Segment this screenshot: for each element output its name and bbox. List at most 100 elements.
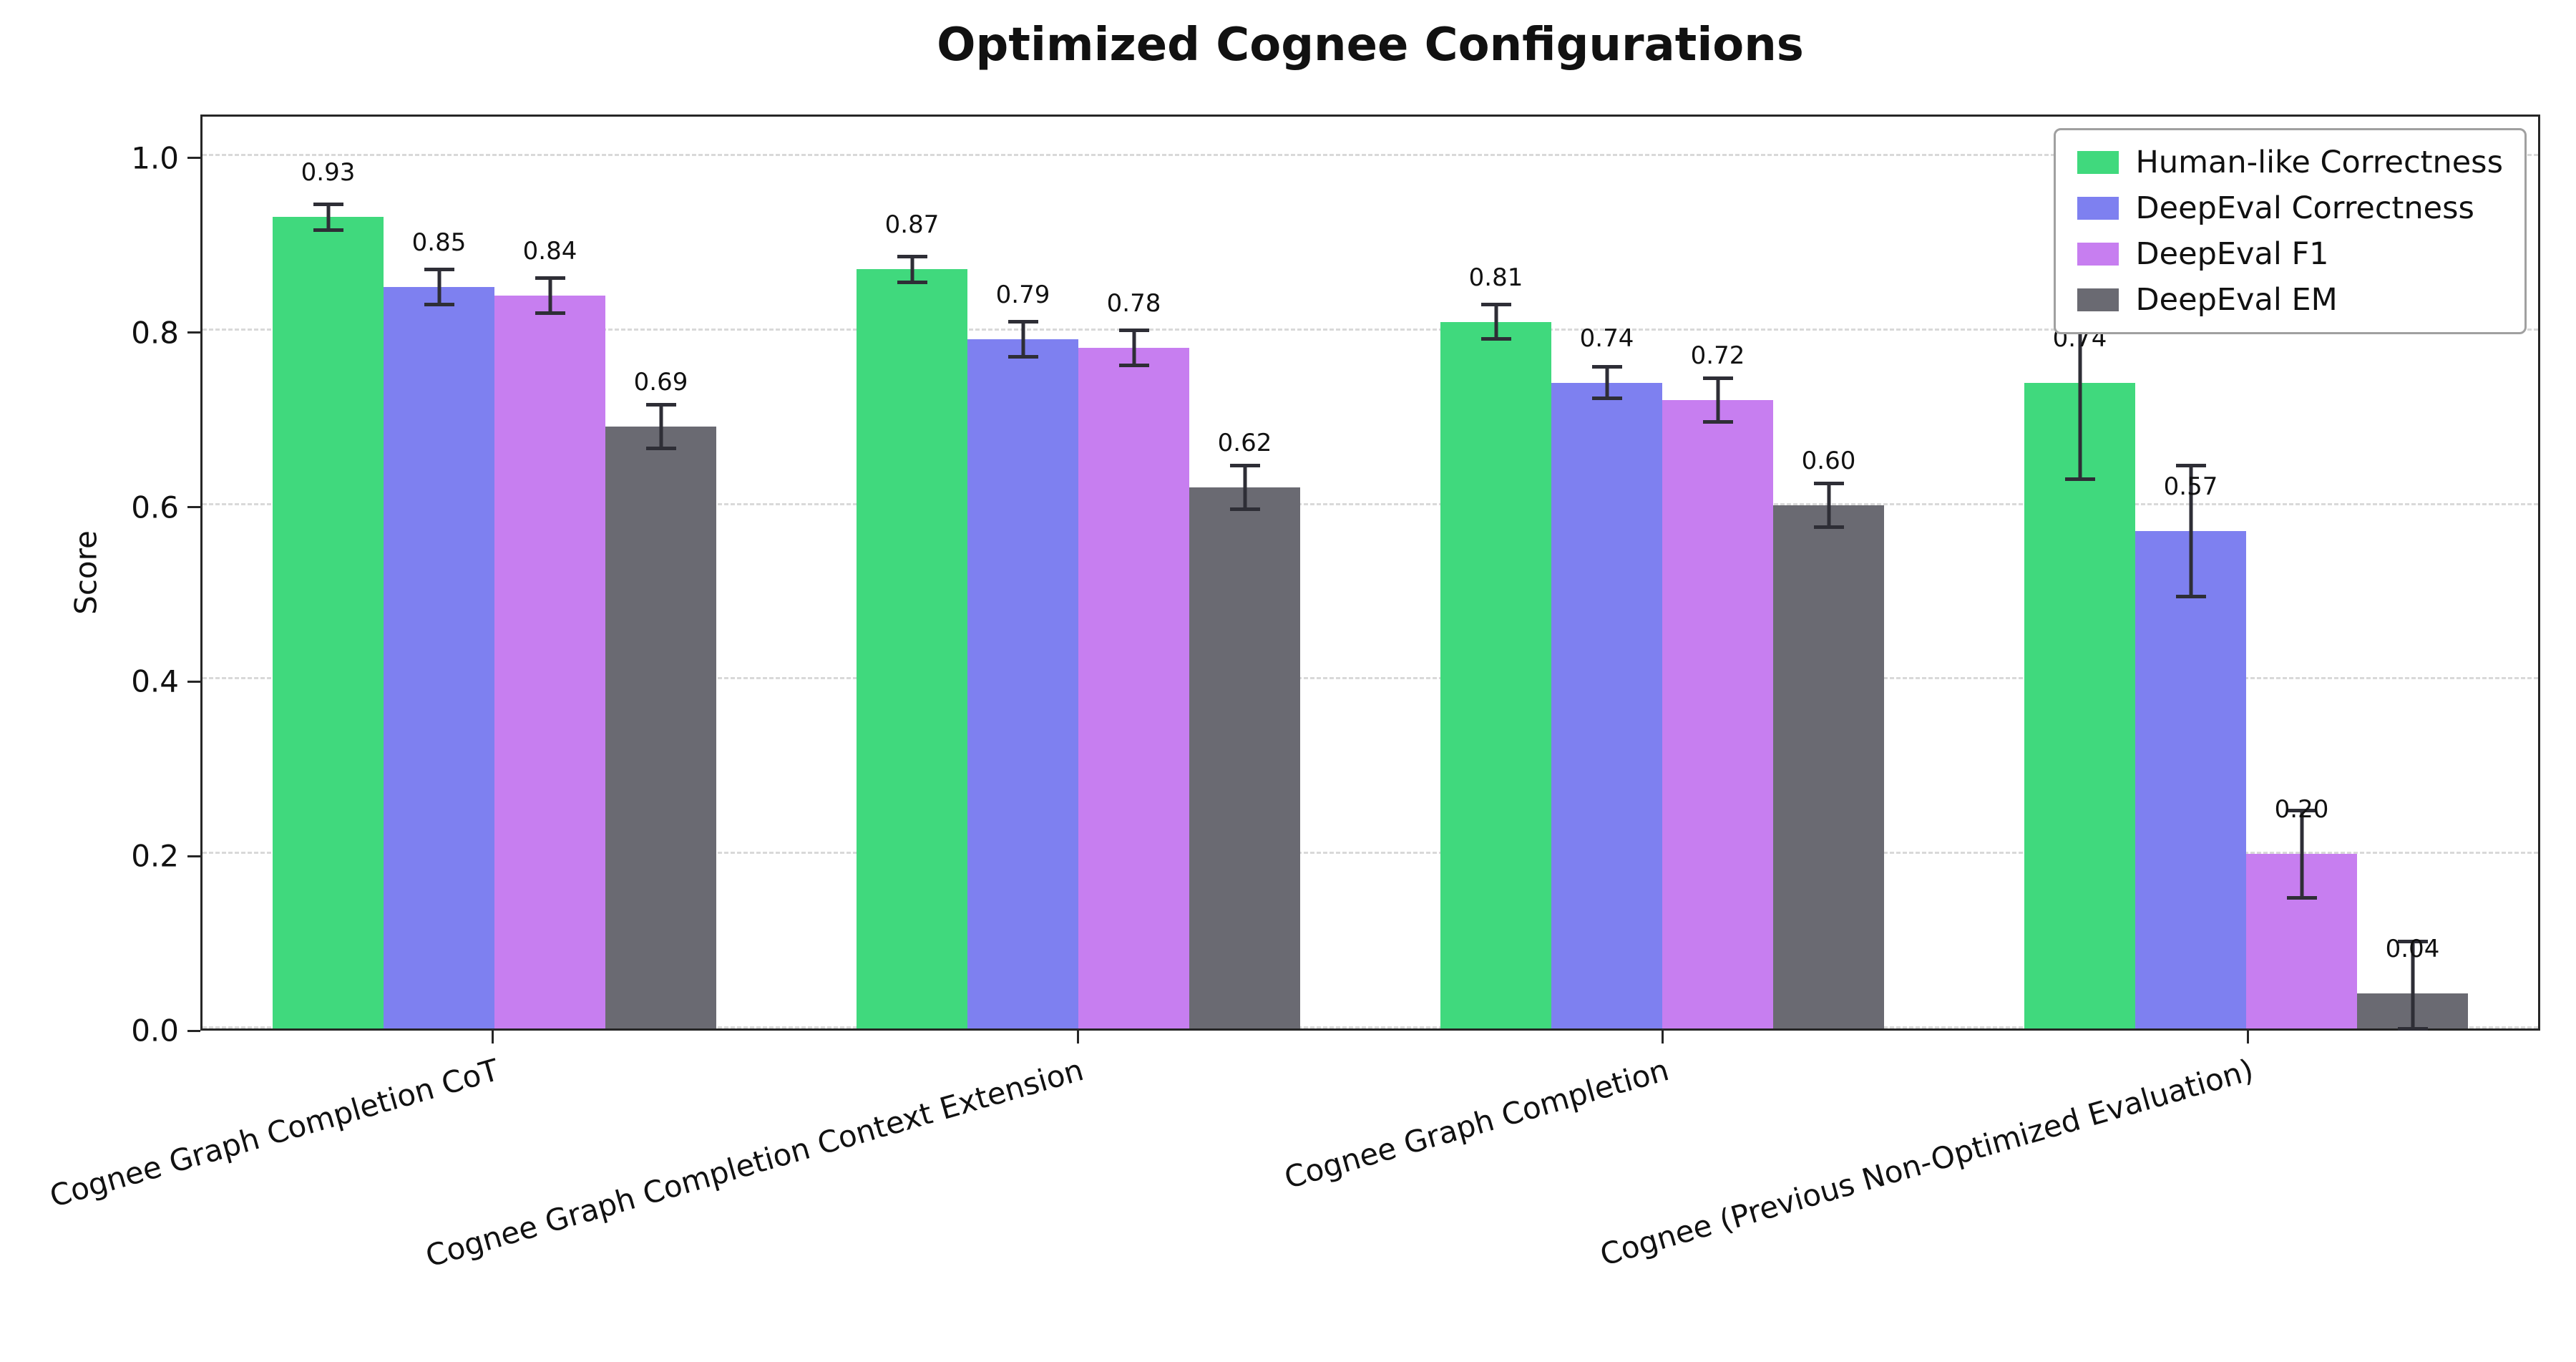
error-bar-cap-top (645, 402, 676, 407)
error-bar-cap-bottom (2064, 477, 2095, 481)
error-bar-cap-top (1813, 481, 1844, 485)
bar-value-label: 0.79 (995, 280, 1050, 309)
gridline (203, 502, 2538, 505)
x-tick-label: Cognee (Previous Non-Optimized Evaluatio… (1596, 1052, 2258, 1273)
error-bar (659, 404, 663, 449)
bar-value-label: 0.20 (2274, 795, 2329, 825)
error-bar-cap-bottom (1118, 364, 1149, 368)
y-tick-mark (187, 1029, 200, 1032)
error-bar (1494, 304, 1498, 339)
gridline (203, 1026, 2538, 1028)
error-bar-cap-bottom (1813, 525, 1844, 529)
error-bar-cap-bottom (313, 228, 343, 233)
x-tick-label: Cognee Graph Completion Context Extensio… (421, 1052, 1088, 1274)
bar: 0.85 (384, 228, 494, 1028)
y-tick-mark (187, 680, 200, 683)
y-tick-mark (187, 157, 200, 160)
error-bar (1716, 378, 1719, 422)
error-bar-cap-bottom (424, 302, 454, 306)
legend-label: Human-like Correctness (2135, 145, 2503, 180)
error-bar (2300, 810, 2303, 898)
error-bar-cap-top (2286, 808, 2317, 812)
bar: 0.79 (967, 281, 1078, 1028)
legend-label: DeepEval Correctness (2135, 190, 2474, 226)
y-tick-label: 0.2 (131, 838, 179, 874)
y-tick-label: 1.0 (131, 140, 179, 176)
bar-value-label: 0.84 (522, 237, 577, 266)
bar-value-label: 0.72 (1690, 341, 1745, 371)
legend-item: Human-like Correctness (2077, 145, 2503, 180)
bar-value-label: 0.74 (1579, 324, 1634, 353)
gridline (203, 852, 2538, 855)
error-bar-cap-bottom (2175, 595, 2206, 599)
error-bar-cap-bottom (1008, 354, 1038, 359)
legend-item: DeepEval F1 (2077, 236, 2503, 272)
y-tick-label: 0.6 (131, 490, 179, 525)
error-bar-cap-top (2175, 464, 2206, 468)
gridline (203, 328, 2538, 331)
bar: 0.69 (605, 368, 716, 1028)
bar: 0.74 (1551, 324, 1662, 1028)
error-bar (2411, 941, 2414, 1028)
error-bar-cap-top (1118, 329, 1149, 333)
bar-value-label: 0.87 (884, 210, 940, 240)
legend-item: DeepEval EM (2077, 282, 2503, 318)
error-bar (2078, 286, 2082, 479)
bar-value-label: 0.69 (633, 367, 688, 397)
error-bar-cap-bottom (897, 281, 927, 285)
error-bar-cap-bottom (1591, 397, 1622, 401)
error-bar (1132, 330, 1136, 366)
x-tick-mark (492, 1031, 494, 1044)
bar-value-label: 0.60 (1801, 446, 1856, 475)
legend-swatch (2077, 243, 2119, 266)
error-bar-cap-top (1008, 320, 1038, 324)
x-tick-label: Cognee Graph Completion (1280, 1052, 1673, 1196)
x-tick-mark (1076, 1031, 1079, 1044)
x-tick-mark (1662, 1031, 1664, 1044)
error-bar-cap-bottom (2397, 1026, 2428, 1031)
bar: 0.87 (857, 210, 967, 1028)
bar-group: 0.81 0.74 0.72 0.60 (1370, 117, 1954, 1028)
bar: 0.93 (273, 158, 384, 1028)
bar-groups: 0.93 0.85 0.84 0.69 0.87 0.79 0.78 0.62 0.81 0.74… (203, 117, 2538, 1031)
legend: Human-like Correctness DeepEval Correctne… (2053, 128, 2527, 334)
legend-item: DeepEval Correctness (2077, 190, 2503, 226)
y-tick-label: 0.8 (131, 315, 179, 351)
bar-value-label: 0.04 (2385, 935, 2440, 964)
legend-swatch (2077, 151, 2119, 174)
y-axis-label: Score (68, 530, 104, 615)
error-bar-cap-top (535, 276, 565, 281)
bar: 0.78 (1078, 289, 1189, 1028)
bar-value-label: 0.93 (301, 158, 356, 188)
error-bar (548, 278, 552, 313)
error-bar (1827, 483, 1830, 527)
error-bar-cap-bottom (535, 311, 565, 315)
figure: Optimized Cognee Configurations Score 0.… (46, 19, 2540, 1274)
error-bar (1243, 465, 1246, 510)
legend-swatch (2077, 197, 2119, 220)
legend-label: DeepEval F1 (2135, 236, 2329, 272)
bar-group: 0.74 0.57 0.20 0.04 (1954, 117, 2538, 1031)
error-bar (910, 256, 914, 283)
error-bar-cap-top (1229, 464, 1260, 468)
bar-value-label: 0.85 (411, 228, 467, 257)
bar-group: 0.93 0.85 0.84 0.69 (203, 117, 786, 1028)
error-bar-cap-top (313, 202, 343, 206)
bar: 0.60 (1773, 447, 1884, 1028)
error-bar-cap-top (424, 267, 454, 271)
legend-swatch (2077, 288, 2119, 311)
y-tick-label: 0.4 (131, 663, 179, 699)
y-tick-mark (187, 331, 200, 334)
bar-value-label: 0.78 (1106, 289, 1161, 318)
error-bar-cap-top (1591, 365, 1622, 369)
error-bar-cap-bottom (1229, 507, 1260, 512)
legend-label: DeepEval EM (2135, 282, 2338, 318)
error-bar-cap-bottom (2286, 895, 2317, 900)
error-bar-cap-top (2397, 939, 2428, 943)
error-bar-cap-bottom (1480, 337, 1511, 341)
x-tick-mark (2246, 1031, 2249, 1044)
bar: 0.62 (1189, 429, 1300, 1028)
bar: 0.84 (494, 237, 605, 1028)
bar: 0.72 (1662, 341, 1773, 1028)
error-bar (1021, 321, 1025, 357)
